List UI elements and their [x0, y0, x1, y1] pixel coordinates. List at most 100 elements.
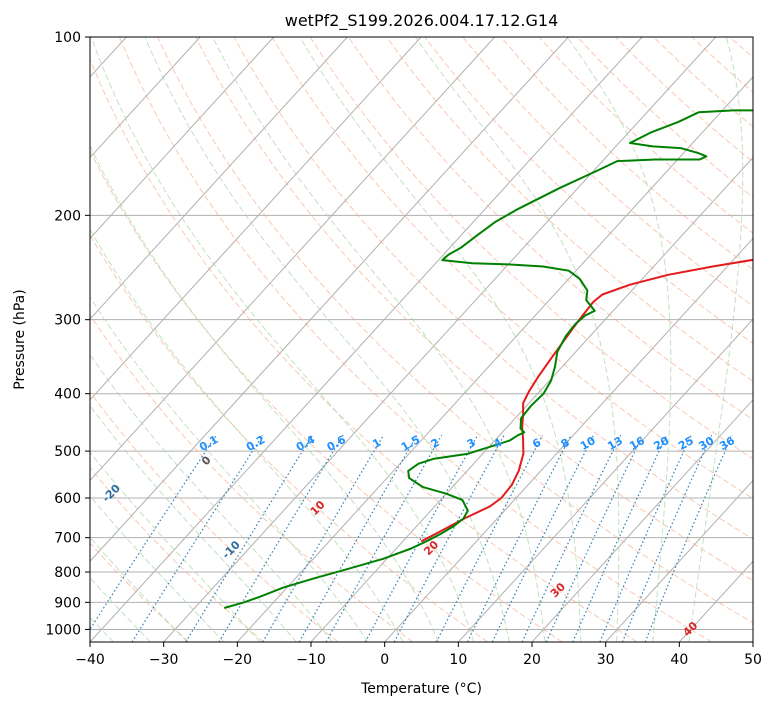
mixing-ratio-line — [393, 434, 505, 642]
moist-adiabat-line — [90, 576, 151, 642]
y-tick-label: 100 — [54, 30, 81, 46]
mixing-ratio-label: 10 — [578, 434, 598, 453]
dry-adiabat-line — [90, 58, 638, 642]
dry-adiabat-line — [271, 37, 753, 500]
dry-adiabat-line — [233, 37, 753, 540]
mixing-ratio-label: 3 — [465, 436, 478, 451]
isotherm-line — [384, 237, 753, 642]
dry-adiabat-line — [118, 37, 712, 642]
x-axis-label: Temperature (°C) — [360, 681, 482, 697]
plot-frame — [89, 36, 754, 643]
isotherm-line — [163, 37, 717, 642]
moist-adiabat-line — [90, 404, 297, 642]
moist-adiabat-line — [566, 37, 672, 642]
isotherm-line — [236, 76, 753, 642]
dry-adiabat-label: 30 — [548, 580, 568, 600]
x-tick-label: 30 — [597, 652, 615, 668]
isotherm-line — [90, 37, 348, 320]
moist-adiabat-line — [90, 451, 261, 642]
x-tick-label: 20 — [523, 652, 541, 668]
mixing-ratio-label: 1 — [370, 436, 383, 451]
isotherm-line — [457, 318, 753, 642]
dry-adiabat-line — [90, 542, 190, 642]
mixing-ratio-line — [621, 434, 713, 642]
profile-lines — [223, 109, 753, 609]
moist-adiabat-line — [90, 296, 369, 642]
mixing-ratio-line — [466, 434, 572, 642]
temperature-profile-line — [420, 258, 753, 543]
dry-adiabat-line — [195, 37, 753, 582]
mixing-ratio-line — [364, 434, 479, 642]
dry-adiabat-line — [386, 37, 753, 382]
y-tick-label: 1000 — [45, 622, 81, 638]
dry-adiabat-line — [653, 37, 753, 128]
isotherm-line — [531, 399, 753, 642]
moist-adiabat-line — [90, 228, 404, 642]
moist-adiabat-line — [90, 353, 333, 642]
y-tick-label: 900 — [54, 595, 81, 611]
mixing-ratio-line — [185, 434, 314, 642]
mixing-ratio-line — [262, 434, 385, 642]
dry-adiabat-line — [691, 37, 753, 93]
x-tick-label: −20 — [223, 652, 253, 668]
moist-adiabat-line — [90, 495, 225, 642]
dry-adiabat-line — [462, 37, 753, 307]
mixing-ratio-line — [325, 434, 443, 642]
dry-adiabat-label: -20 — [100, 481, 123, 504]
isotherm-line — [605, 479, 753, 642]
y-tick-label: 400 — [54, 387, 81, 403]
isotherm-line — [678, 560, 753, 642]
y-tick-label: 700 — [54, 531, 81, 547]
isotherm-line — [90, 37, 496, 482]
mixing-ratio-label: 16 — [627, 434, 647, 453]
mixing-ratio-line — [521, 434, 622, 642]
dry-adiabat-line — [424, 37, 753, 344]
mixing-ratio-line — [644, 434, 733, 642]
dry-adiabat-line — [90, 467, 264, 642]
x-tick-label: −10 — [296, 652, 326, 668]
mixing-ratio-label: 30 — [697, 434, 717, 453]
dry-adiabat-line — [347, 37, 753, 421]
x-tick-label: 50 — [744, 652, 762, 668]
dry-adiabat-line — [615, 37, 753, 163]
y-axis-label: Pressure (hPa) — [12, 289, 28, 389]
moist-adiabat-line — [90, 536, 188, 642]
moist-adiabat-line — [144, 37, 510, 642]
dry-adiabat-line — [157, 37, 753, 624]
y-tick-label: 600 — [54, 491, 81, 507]
mixing-ratio-line — [218, 434, 344, 642]
y-tick-label: 500 — [54, 444, 81, 460]
mixing-ratio-line — [90, 434, 217, 631]
mixing-ratio-line — [491, 434, 595, 642]
isotherm-line — [90, 37, 422, 401]
axis-ticks: −40 −30 −20 −10 0 10 20 30 40 50 1000 900 800 700 600 5… — [45, 30, 762, 668]
mixing-ratio-line — [599, 434, 692, 642]
moist-adiabat-line — [212, 37, 546, 642]
mixing-ratio-line — [572, 434, 668, 642]
isotherm-line — [90, 37, 643, 642]
mixing-ratio-line — [131, 434, 264, 642]
mixing-ratio-label: 13 — [605, 434, 625, 453]
isotherm-line — [90, 37, 569, 563]
isotherm-line — [90, 37, 275, 240]
x-tick-label: −40 — [75, 652, 105, 668]
dry-adiabat-label: 10 — [308, 498, 328, 518]
dry-adiabat-line — [90, 313, 414, 642]
dry-adiabat-line — [729, 37, 753, 59]
x-tick-label: −30 — [149, 652, 179, 668]
moist-adiabat-line — [688, 37, 744, 642]
dry-adiabat-line — [90, 149, 563, 642]
y-tick-label: 200 — [54, 208, 81, 224]
isotherm-line — [90, 37, 201, 159]
moist-adiabat-line — [299, 37, 582, 642]
dry-adiabat-line — [90, 234, 488, 642]
x-tick-label: 10 — [449, 652, 467, 668]
dry-adiabat-line — [576, 37, 753, 198]
isotherm-line — [752, 641, 753, 642]
x-tick-label: 40 — [670, 652, 688, 668]
y-tick-label: 800 — [54, 565, 81, 581]
mixing-ratio-line — [435, 434, 544, 642]
chart-title: wetPf2_S199.2026.004.17.12.G14 — [285, 11, 559, 31]
reference-lines — [90, 37, 753, 642]
